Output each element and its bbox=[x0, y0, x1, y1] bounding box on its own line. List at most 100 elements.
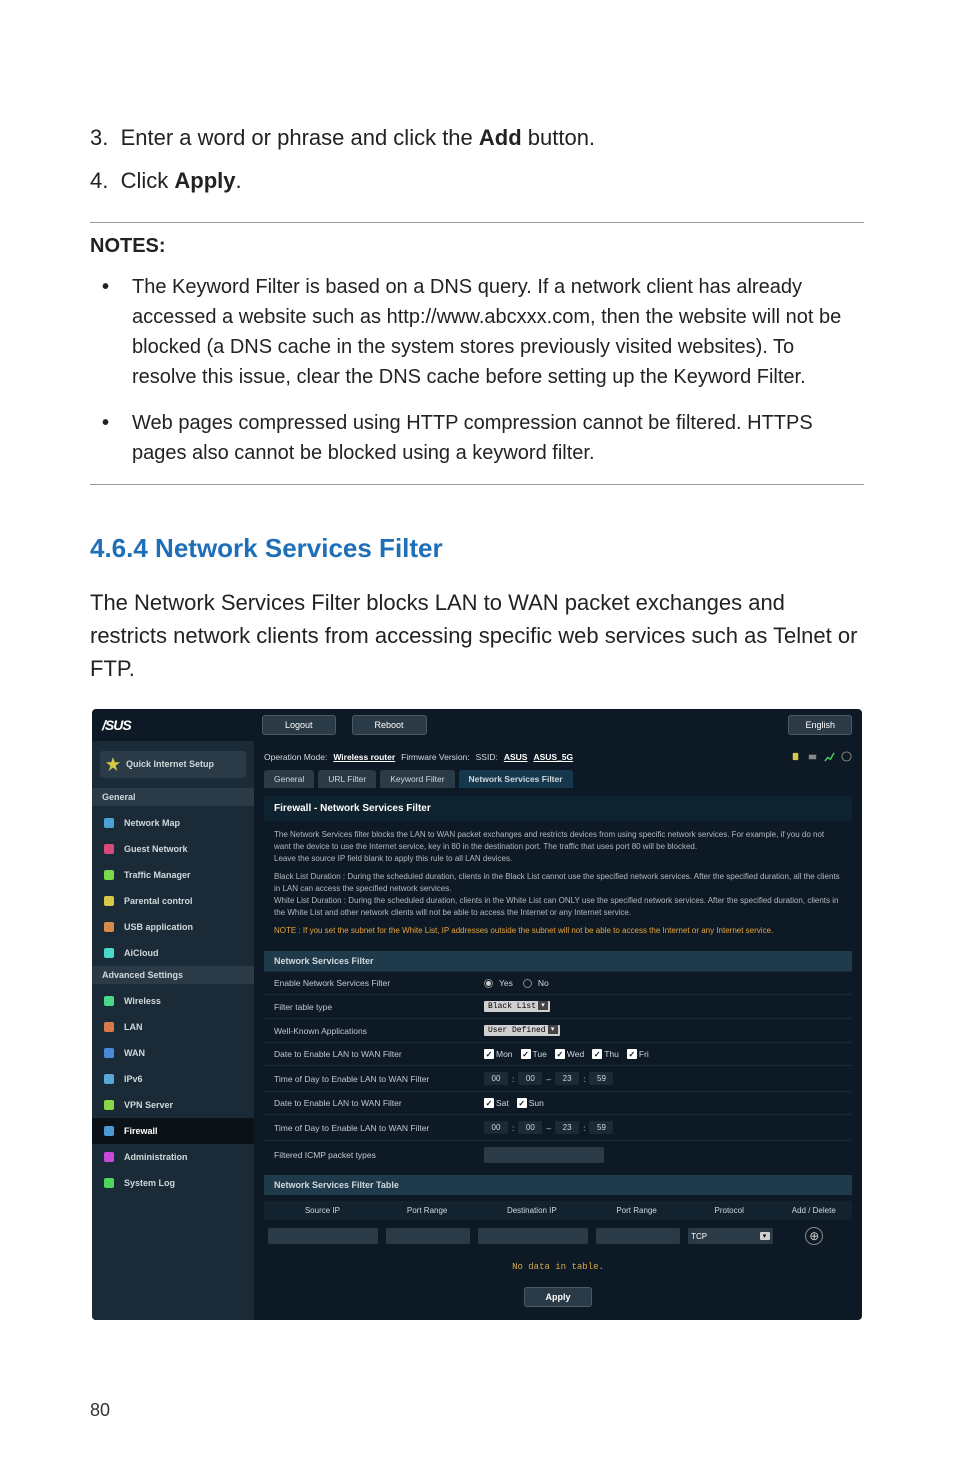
sidebar-item-wan[interactable]: WAN bbox=[92, 1040, 254, 1066]
sidebar-item-aicloud[interactable]: AiCloud bbox=[92, 940, 254, 966]
apps-label: Well-Known Applications bbox=[274, 1026, 484, 1036]
type-label: Filter table type bbox=[274, 1002, 484, 1012]
printer-icon bbox=[807, 751, 818, 762]
time-mm[interactable]: 00 bbox=[518, 1121, 542, 1134]
signal-icon bbox=[824, 751, 835, 762]
day-checkbox[interactable]: ✓ bbox=[521, 1049, 531, 1059]
sidebar-advanced-header: Advanced Settings bbox=[92, 966, 254, 984]
tab-network-services-filter[interactable]: Network Services Filter bbox=[459, 770, 573, 788]
tab-keyword-filter[interactable]: Keyword Filter bbox=[380, 770, 454, 788]
protocol-select[interactable]: TCP▾ bbox=[688, 1228, 772, 1244]
nav-icon bbox=[102, 894, 116, 908]
no-data-message: No data in table. bbox=[264, 1252, 852, 1282]
day-checkbox[interactable]: ✓ bbox=[517, 1098, 527, 1108]
desc-note-label: NOTE : bbox=[274, 926, 301, 935]
tab-general[interactable]: General bbox=[264, 770, 314, 788]
desc-p1: The Network Services filter blocks the L… bbox=[274, 829, 842, 853]
sidebar-item-guest-network[interactable]: Guest Network bbox=[92, 836, 254, 862]
day-checkbox[interactable]: ✓ bbox=[627, 1049, 637, 1059]
sidebar-item-usb-application[interactable]: USB application bbox=[92, 914, 254, 940]
time-hh[interactable]: 23 bbox=[555, 1121, 579, 1134]
fw-label: Firmware Version: bbox=[401, 752, 470, 762]
no-label: No bbox=[538, 978, 549, 988]
time-mm[interactable]: 00 bbox=[518, 1072, 542, 1085]
th-port-range: Port Range bbox=[381, 1201, 474, 1220]
radio-yes[interactable] bbox=[484, 979, 493, 988]
nav-icon bbox=[102, 1020, 116, 1034]
step-num: 4. bbox=[90, 168, 108, 193]
tab-url-filter[interactable]: URL Filter bbox=[318, 770, 376, 788]
day-checkbox[interactable]: ✓ bbox=[555, 1049, 565, 1059]
icmp-input[interactable] bbox=[484, 1147, 604, 1163]
opmode-label: Operation Mode: bbox=[264, 752, 327, 762]
sidebar-item-ipv6[interactable]: IPv6 bbox=[92, 1066, 254, 1092]
tabs: General URL Filter Keyword Filter Networ… bbox=[264, 770, 852, 788]
wizard-icon bbox=[106, 757, 120, 771]
nav-label: USB application bbox=[124, 922, 193, 932]
nav-icon bbox=[102, 994, 116, 1008]
section-body: The Network Services Filter blocks LAN t… bbox=[90, 586, 864, 685]
page-number: 80 bbox=[90, 1400, 864, 1421]
day-label: Mon bbox=[496, 1049, 513, 1059]
day-label: Fri bbox=[639, 1049, 649, 1059]
sidebar-item-lan[interactable]: LAN bbox=[92, 1014, 254, 1040]
opmode-value[interactable]: Wireless router bbox=[333, 752, 395, 762]
sidebar-item-parental-control[interactable]: Parental control bbox=[92, 888, 254, 914]
ssid-value: ASUS_5G bbox=[533, 752, 573, 762]
step-text: Enter a word or phrase and click the bbox=[121, 125, 479, 150]
notes-list: The Keyword Filter is based on a DNS que… bbox=[90, 272, 864, 468]
port-range-input[interactable] bbox=[386, 1228, 470, 1244]
sidebar-item-administration[interactable]: Administration bbox=[92, 1144, 254, 1170]
time-mm[interactable]: 59 bbox=[589, 1121, 613, 1134]
colon: : bbox=[583, 1074, 585, 1084]
time-hh[interactable]: 23 bbox=[555, 1072, 579, 1085]
nav-label: Firewall bbox=[124, 1126, 158, 1136]
day-label: Wed bbox=[567, 1049, 584, 1059]
time-hh[interactable]: 00 bbox=[484, 1121, 508, 1134]
add-button[interactable]: ⊕ bbox=[805, 1227, 823, 1245]
date1-label: Date to Enable LAN to WAN Filter bbox=[274, 1049, 484, 1059]
nav-label: WAN bbox=[124, 1048, 145, 1058]
dest-ip-input[interactable] bbox=[478, 1228, 588, 1244]
sidebar: Quick Internet Setup General Network Map… bbox=[92, 741, 254, 1320]
reboot-button[interactable]: Reboot bbox=[352, 715, 427, 735]
sidebar-item-firewall[interactable]: Firewall bbox=[92, 1118, 254, 1144]
apply-button[interactable]: Apply bbox=[524, 1287, 591, 1307]
quick-internet-setup[interactable]: Quick Internet Setup bbox=[100, 751, 246, 778]
apps-select[interactable]: User Defined bbox=[484, 1025, 560, 1036]
radio-no[interactable] bbox=[523, 979, 532, 988]
logout-button[interactable]: Logout bbox=[262, 715, 336, 735]
step-text: button. bbox=[522, 125, 595, 150]
nav-label: Wireless bbox=[124, 996, 161, 1006]
panel-title: Firewall - Network Services Filter bbox=[264, 796, 852, 821]
time-hh[interactable]: 00 bbox=[484, 1072, 508, 1085]
time-mm[interactable]: 59 bbox=[589, 1072, 613, 1085]
step-text: Click bbox=[121, 168, 175, 193]
day-checkbox[interactable]: ✓ bbox=[592, 1049, 602, 1059]
proto-value: TCP bbox=[691, 1232, 707, 1241]
language-select[interactable]: English bbox=[788, 715, 852, 735]
time2-label: Time of Day to Enable LAN to WAN Filter bbox=[274, 1123, 484, 1133]
source-ip-input[interactable] bbox=[268, 1228, 378, 1244]
sidebar-item-traffic-manager[interactable]: Traffic Manager bbox=[92, 862, 254, 888]
note-item: The Keyword Filter is based on a DNS que… bbox=[90, 272, 864, 392]
sidebar-item-system-log[interactable]: System Log bbox=[92, 1170, 254, 1196]
nav-icon bbox=[102, 868, 116, 882]
filter-type-select[interactable]: Black List bbox=[484, 1001, 550, 1012]
step-bold: Add bbox=[479, 125, 522, 150]
sidebar-general-header: General bbox=[92, 788, 254, 806]
port-range-input[interactable] bbox=[596, 1228, 680, 1244]
day-checkbox[interactable]: ✓ bbox=[484, 1098, 494, 1108]
filter-table: Source IP Port Range Destination IP Port… bbox=[264, 1201, 852, 1282]
th-source-ip: Source IP bbox=[264, 1201, 381, 1220]
step-bold: Apply bbox=[174, 168, 235, 193]
sidebar-item-network-map[interactable]: Network Map bbox=[92, 810, 254, 836]
sidebar-item-vpn-server[interactable]: VPN Server bbox=[92, 1092, 254, 1118]
row-icmp: Filtered ICMP packet types bbox=[264, 1140, 852, 1169]
sidebar-item-wireless[interactable]: Wireless bbox=[92, 988, 254, 1014]
day-label: Thu bbox=[604, 1049, 619, 1059]
step-text: . bbox=[236, 168, 242, 193]
row-time2: Time of Day to Enable LAN to WAN Filter … bbox=[264, 1114, 852, 1140]
day-checkbox[interactable]: ✓ bbox=[484, 1049, 494, 1059]
nav-icon bbox=[102, 816, 116, 830]
